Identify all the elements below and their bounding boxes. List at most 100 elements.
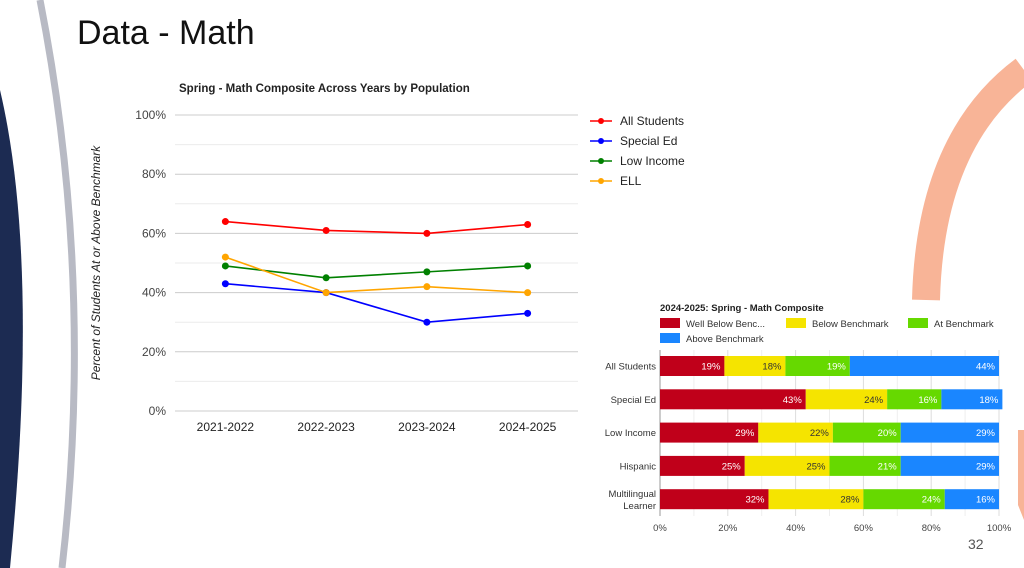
bar-segment (758, 422, 833, 443)
bar-data-label: 43% (783, 395, 803, 406)
bar-segment (863, 489, 945, 510)
bar-segment (768, 489, 864, 510)
category-label: Special Ed (611, 395, 656, 406)
x-tick-label: 40% (786, 523, 806, 534)
bar-segment (849, 356, 999, 376)
y-axis-label: Percent of Students At or Above Benchmar… (89, 145, 103, 381)
page-number: 32 (968, 536, 984, 552)
data-point (524, 289, 532, 297)
bar-data-label: 18% (979, 395, 999, 406)
y-tick-label: 20% (142, 345, 166, 359)
legend-marker (598, 118, 604, 124)
bar-data-label: 19% (701, 362, 721, 373)
bar-data-label: 24% (922, 495, 942, 506)
data-point (322, 226, 330, 234)
series-line (225, 282, 528, 324)
bar-segment (660, 389, 806, 410)
y-tick-label: 0% (149, 404, 167, 418)
legend-label: At Benchmark (934, 319, 994, 330)
line-chart-title: Spring - Math Composite Across Years by … (179, 83, 470, 95)
data-point (423, 318, 431, 326)
bar-segment (805, 389, 888, 410)
category-label: All Students (605, 362, 656, 373)
data-point (524, 309, 532, 317)
legend-label: ELL (620, 174, 642, 188)
bar-data-label: 20% (878, 428, 898, 439)
bar-segment (660, 356, 725, 376)
data-point (221, 253, 229, 261)
y-tick-label: 40% (142, 286, 166, 300)
bar-data-label: 19% (827, 362, 847, 373)
x-tick-label: 80% (922, 523, 942, 534)
bar-data-label: 21% (878, 461, 898, 472)
x-tick-label: 2022-2023 (297, 420, 355, 434)
bar-data-label: 29% (735, 428, 755, 439)
bar-data-label: 32% (745, 495, 765, 506)
x-tick-label: 60% (854, 523, 874, 534)
bar-data-label: 18% (762, 362, 782, 373)
bar-data-label: 25% (806, 461, 826, 472)
slide-title: Data - Math (77, 14, 255, 52)
category-label-line1: Multilingual (608, 489, 656, 500)
data-point (423, 283, 431, 291)
y-tick-label: 100% (135, 108, 166, 122)
x-tick-label: 0% (653, 523, 667, 534)
data-point (322, 274, 330, 282)
legend-swatch (660, 333, 680, 343)
legend-marker (598, 178, 604, 184)
category-label-line2: Learner (623, 501, 656, 512)
data-point (524, 221, 532, 229)
bar-data-label: 24% (864, 395, 884, 406)
grey-arc-decoration (36, 0, 78, 568)
x-tick-label: 100% (987, 523, 1012, 534)
data-point (423, 268, 431, 276)
data-point (423, 229, 431, 237)
legend-label: Well Below Benc... (686, 319, 765, 330)
bar-chart-title: 2024-2025: Spring - Math Composite (660, 303, 824, 314)
bar-segment (900, 422, 999, 443)
bar-segment (724, 356, 786, 376)
bar-segment (829, 455, 901, 476)
bar-segment (660, 489, 769, 510)
legend-label: Special Ed (620, 134, 677, 148)
y-tick-label: 80% (142, 167, 166, 181)
bar-segment (900, 455, 999, 476)
bar-data-label: 44% (976, 362, 996, 373)
bar-data-label: 29% (976, 461, 996, 472)
bar-data-label: 22% (810, 428, 830, 439)
legend-swatch (786, 318, 806, 328)
bar-data-label: 28% (840, 495, 860, 506)
category-label: Low Income (605, 428, 656, 439)
bar-segment (832, 422, 901, 443)
peach-arc-decoration (912, 58, 1024, 301)
bar-data-label: 16% (918, 395, 938, 406)
x-tick-label: 2024-2025 (499, 420, 557, 434)
data-point (221, 262, 229, 270)
data-point (322, 289, 330, 297)
x-tick-label: 2023-2024 (398, 420, 456, 434)
x-tick-label: 2021-2022 (197, 420, 255, 434)
data-point (221, 218, 229, 226)
bar-segment (887, 389, 942, 410)
bar-data-label: 29% (976, 428, 996, 439)
data-point (221, 280, 229, 288)
bar-segment (660, 455, 745, 476)
x-tick-label: 20% (718, 523, 738, 534)
navy-decoration (0, 90, 23, 568)
bar-data-label: 16% (976, 495, 996, 506)
bar-segment (944, 489, 999, 510)
legend-label: Below Benchmark (812, 319, 889, 330)
legend-swatch (660, 318, 680, 328)
legend-label: Above Benchmark (686, 334, 764, 345)
legend-marker (598, 158, 604, 164)
bar-data-label: 25% (722, 461, 742, 472)
series-line (225, 256, 528, 294)
series-line (225, 265, 528, 279)
bar-segment (744, 455, 830, 476)
y-tick-label: 60% (142, 226, 166, 240)
category-label: Hispanic (620, 461, 657, 472)
data-point (524, 262, 532, 270)
